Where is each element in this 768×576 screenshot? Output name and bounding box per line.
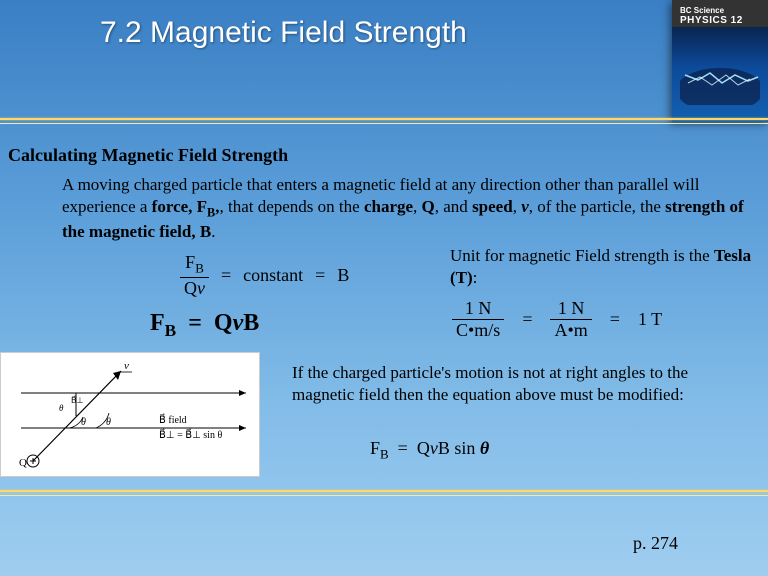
ratio-const: constant: [243, 265, 303, 286]
ue-num2: 1 N: [550, 298, 591, 320]
lightning-icon: [680, 55, 760, 105]
f2-F: F: [370, 438, 380, 458]
diag-Bperp-small: B⃗⊥: [71, 395, 83, 405]
ue-num1: 1 N: [452, 298, 504, 320]
diag-Bperp: B⃗⊥ = B⃗⊥ sin θ: [159, 428, 222, 441]
p1-Q: Q: [422, 197, 435, 216]
p1-charge: charge: [364, 197, 413, 216]
ue-result: 1 T: [638, 309, 662, 330]
ue-eq2: =: [610, 309, 620, 330]
ratio-eq2: =: [315, 265, 325, 286]
diag-theta1: θ: [81, 417, 86, 428]
book-line-2: PHYSICS 12: [680, 15, 760, 26]
ratio-equation: FB Qv = constant = B: [180, 252, 349, 299]
p1-force-sub: B: [207, 205, 215, 219]
f2-eq: =: [398, 438, 408, 458]
p1-mid5: , of the particle, the: [529, 197, 665, 216]
p1-force: force, F: [152, 197, 207, 216]
p1-mid3: , and: [435, 197, 472, 216]
ratio-den-v: v: [197, 278, 205, 298]
p1-mid1: , that depends on the: [219, 197, 363, 216]
f2-v: v: [430, 438, 438, 458]
divider-top: [0, 118, 768, 124]
sine-formula: FB = QvB sin θ: [370, 438, 489, 463]
f2-Fsub: B: [380, 447, 389, 462]
p1-mid4: ,: [513, 197, 522, 216]
mf-v: v: [233, 310, 244, 336]
section-heading: Calculating Magnetic Field Strength: [8, 145, 288, 166]
p1-speed: speed: [472, 197, 513, 216]
diag-theta2: θ: [106, 417, 111, 428]
slide-title: 7.2 Magnetic Field Strength: [100, 16, 467, 50]
ue-den2: A•m: [550, 320, 591, 341]
ratio-den-Q: Q: [184, 278, 197, 298]
diag-Q: Q: [19, 457, 27, 469]
textbook-cover: BC Science PHYSICS 12: [672, 0, 768, 122]
unit-line1: Unit for magnetic Field strength is the: [450, 246, 714, 265]
ratio-eq1: =: [221, 265, 231, 286]
mf-eq: =: [188, 310, 202, 336]
intro-paragraph: A moving charged particle that enters a …: [62, 174, 752, 243]
main-formula: FB = QvB: [150, 310, 259, 341]
f2-Q: Q: [417, 438, 430, 458]
diag-Bfield: B⃗ field: [159, 413, 187, 426]
unit-description: Unit for magnetic Field strength is the …: [450, 245, 752, 289]
mf-Fsub: B: [165, 321, 177, 340]
divider-bottom: [0, 490, 768, 496]
ue-eq1: =: [522, 309, 532, 330]
f2-B: B sin: [438, 438, 480, 458]
f2-theta: θ: [480, 438, 489, 458]
diag-theta3: θ: [59, 403, 64, 413]
mf-B: B: [243, 310, 259, 336]
ratio-num-F: F: [185, 252, 195, 272]
p1-mid2: ,: [413, 197, 422, 216]
mf-F: F: [150, 310, 165, 336]
vector-diagram: v⃗ θ θ θ B⃗⊥ B⃗ field B⃗⊥ = B⃗⊥ sin θ Q: [0, 352, 260, 477]
diag-v-label: v⃗: [124, 360, 137, 372]
ratio-num-sub: B: [195, 261, 204, 276]
page-reference: p. 274: [633, 533, 678, 554]
modification-paragraph: If the charged particle's motion is not …: [292, 362, 752, 406]
ratio-B: B: [337, 265, 349, 286]
ue-den1: C•m/s: [452, 320, 504, 341]
unit-equation: 1 N C•m/s = 1 N A•m = 1 T: [452, 298, 662, 341]
p1-v: v: [521, 197, 529, 216]
mf-Q: Q: [214, 310, 233, 336]
book-line-1: BC Science: [680, 6, 760, 15]
p1-end: .: [211, 222, 215, 241]
unit-colon: :: [473, 268, 478, 287]
